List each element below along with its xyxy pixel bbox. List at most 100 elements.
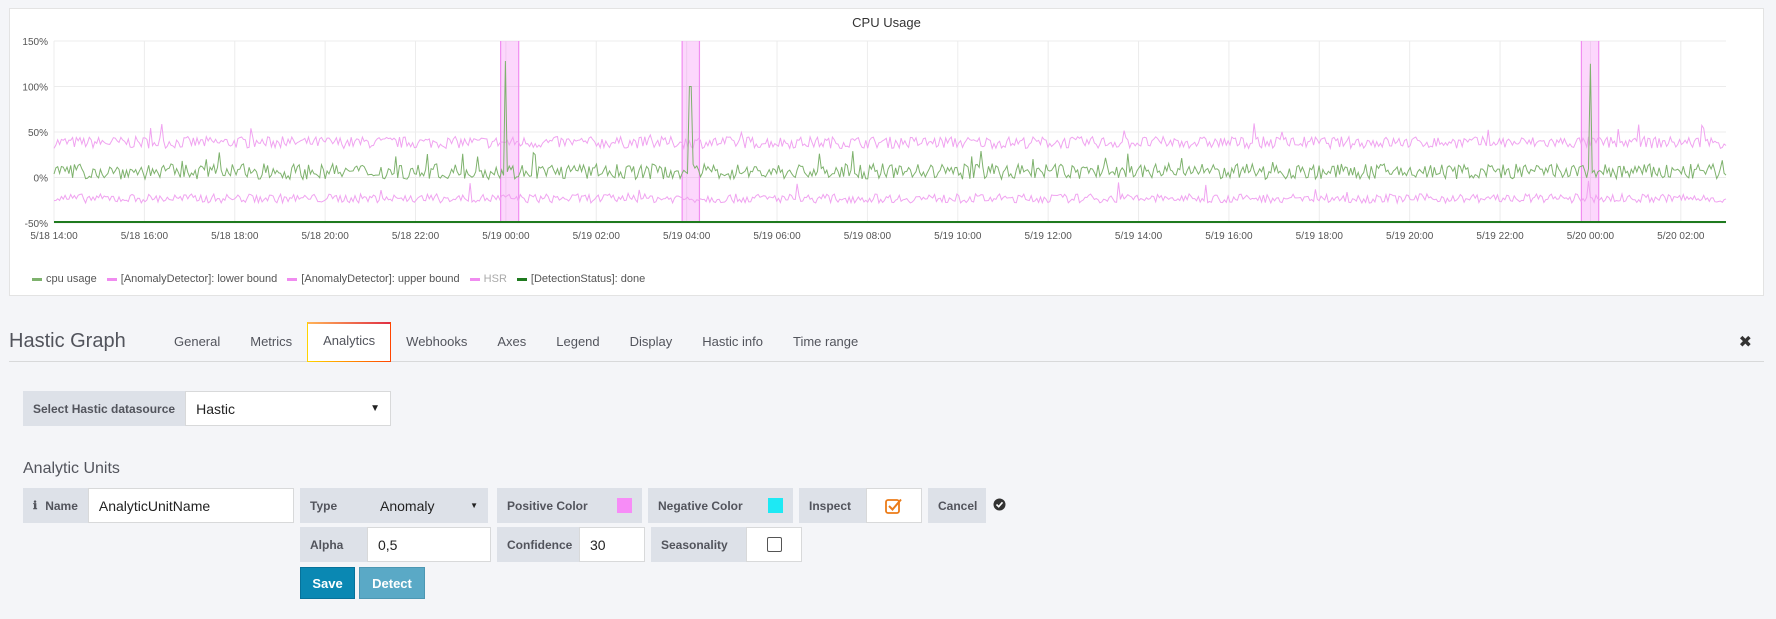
cancel-button[interactable]: Cancel [928,488,986,523]
name-label: Name [45,498,78,513]
negative-color-swatch[interactable] [768,498,783,513]
type-value: Anomaly [380,497,435,514]
x-tick-label: 5/19 02:00 [573,231,621,242]
x-tick-label: 5/18 22:00 [392,231,440,242]
legend-label: [DetectionStatus]: done [530,273,646,285]
alpha-label: Alpha [300,527,367,562]
tab-axes[interactable]: Axes [497,334,527,349]
y-tick-label: 50% [28,128,48,139]
legend-label: cpu usage [46,273,97,285]
inspect-toggle[interactable] [866,488,922,523]
positive-color-field: Positive Color [497,488,642,523]
negative-color-field: Negative Color [648,488,793,523]
x-tick-label: 5/19 18:00 [1296,231,1344,242]
legend-item[interactable]: [DetectionStatus]: done [516,273,646,285]
inspect-label: Inspect [799,488,866,523]
alpha-input[interactable]: 0,5 [367,527,491,562]
alpha-field: Alpha 0,5 [300,527,491,562]
datasource-select[interactable]: Hastic ▼ [185,391,392,426]
tab-display[interactable]: Display [629,334,673,349]
x-tick-label: 5/18 14:00 [30,231,78,242]
type-field: Type Anomaly ▼ [300,488,488,523]
x-tick-label: 5/19 22:00 [1476,231,1524,242]
info-icon: ℹ [33,500,38,512]
name-label-box: ℹ Name [23,488,88,523]
x-tick-label: 5/19 06:00 [753,231,801,242]
x-tick-label: 5/19 14:00 [1115,231,1163,242]
datasource-value: Hastic [196,400,235,417]
x-tick-label: 5/19 00:00 [482,231,530,242]
legend-label: [AnomalyDetector]: lower bound [120,273,278,285]
negative-color-label: Negative Color [658,498,743,513]
positive-color-label-box[interactable]: Positive Color [497,488,642,523]
confidence-label: Confidence [497,527,579,562]
close-icon[interactable]: ✖ [1738,334,1752,351]
chart-title: CPU Usage [852,15,921,30]
legend-item[interactable]: [AnomalyDetector]: upper bound [287,273,460,285]
graph-panel: CPU Usage 150% 100% 50% 0% -50% 5/18 14:00 5/1… [9,8,1764,296]
type-label: Type [300,488,370,523]
lower-bound-line [53,180,1727,205]
cpu-usage-chart[interactable]: 150% 100% 50% 0% -50%5/18 14:00 5/18 16:00 5/1… [10,9,1765,297]
tab-legend[interactable]: Legend [556,334,600,349]
legend-swatch [32,277,42,281]
datasource-field: Select Hastic datasource Hastic ▼ [23,391,392,426]
negative-color-label-box[interactable]: Negative Color [648,488,793,523]
type-select[interactable]: Anomaly ▼ [370,488,488,523]
chart-legend: cpu usage [AnomalyDetector]: lower bound [… [32,273,645,285]
check-circle-icon[interactable] [993,498,1006,511]
legend-swatch [516,277,527,281]
seasonality-toggle[interactable] [746,527,802,562]
confidence-field: Confidence 30 [497,527,645,562]
x-tick-label: 5/18 18:00 [211,231,259,242]
tab-general[interactable]: General [174,334,221,349]
name-field: ℹ Name AnalyticUnitName [23,488,294,523]
confidence-input[interactable]: 30 [579,527,645,562]
caret-down-icon: ▼ [370,403,381,414]
panel-editor-header: Hastic Graph General Metrics Analytics W… [9,322,1764,362]
seasonality-field: Seasonality [651,527,802,562]
inspect-field: Inspect [799,488,922,523]
x-tick-label: 5/19 16:00 [1205,231,1253,242]
tab-metrics[interactable]: Metrics [250,334,293,349]
name-input[interactable]: AnalyticUnitName [87,488,294,523]
x-tick-label: 5/20 00:00 [1567,231,1615,242]
legend-label: [AnomalyDetector]: upper bound [301,273,460,285]
tab-hastic-info[interactable]: Hastic info [702,334,763,349]
legend-item[interactable]: cpu usage [32,273,97,285]
editor-tabs: General Metrics Analytics Webhooks Axes … [159,322,873,362]
seasonality-label: Seasonality [651,527,746,562]
tab-analytics[interactable]: Analytics [307,322,392,362]
anomaly-region [1581,41,1599,223]
datasource-label: Select Hastic datasource [23,391,186,426]
legend-swatch [106,277,117,281]
checkbox-checked-icon [885,498,902,514]
legend-swatch [469,277,480,281]
x-tick-label: 5/20 02:00 [1657,231,1705,242]
tab-webhooks[interactable]: Webhooks [406,334,468,349]
anomaly-region [682,41,700,223]
positive-color-label: Positive Color [507,498,588,513]
save-button[interactable]: Save [300,567,355,599]
x-tick-label: 5/18 16:00 [121,231,169,242]
positive-color-swatch[interactable] [617,498,632,513]
legend-item[interactable]: [AnomalyDetector]: lower bound [106,273,278,285]
upper-bound-line [53,123,1727,151]
x-tick-label: 5/18 20:00 [302,231,350,242]
legend-label: HSR [483,273,507,285]
panel-editor-title: Hastic Graph [9,330,126,352]
detect-button[interactable]: Detect [359,567,425,599]
tab-time-range[interactable]: Time range [792,334,859,349]
analytic-units-title: Analytic Units [23,460,120,477]
x-tick-label: 5/19 20:00 [1386,231,1434,242]
x-tick-label: 5/19 04:00 [663,231,711,242]
y-tick-label: -50% [25,219,48,230]
legend-swatch [287,277,298,281]
y-tick-label: 100% [22,83,48,94]
x-tick-label: 5/19 10:00 [934,231,982,242]
x-tick-label: 5/19 12:00 [1025,231,1073,242]
x-tick-label: 5/19 08:00 [844,231,892,242]
legend-item[interactable]: HSR [469,273,507,285]
y-tick-label: 150% [22,37,48,48]
checkbox-unchecked-icon [766,537,782,552]
